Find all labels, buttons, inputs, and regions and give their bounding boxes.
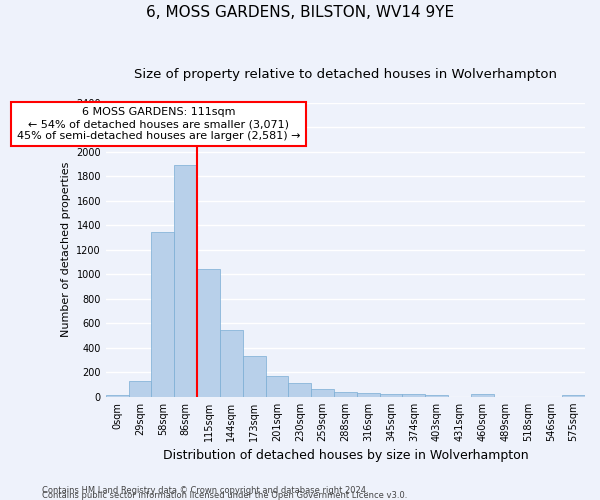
Bar bbox=[334, 392, 357, 397]
Text: 6, MOSS GARDENS, BILSTON, WV14 9YE: 6, MOSS GARDENS, BILSTON, WV14 9YE bbox=[146, 5, 454, 20]
Bar bbox=[197, 268, 220, 397]
Text: 6 MOSS GARDENS: 111sqm
← 54% of detached houses are smaller (3,071)
45% of semi-: 6 MOSS GARDENS: 111sqm ← 54% of detached… bbox=[17, 108, 300, 140]
Bar bbox=[151, 232, 174, 397]
Text: Contains HM Land Registry data © Crown copyright and database right 2024.: Contains HM Land Registry data © Crown c… bbox=[42, 486, 368, 495]
Bar bbox=[289, 384, 311, 397]
Bar bbox=[471, 394, 494, 397]
Bar bbox=[562, 395, 585, 397]
X-axis label: Distribution of detached houses by size in Wolverhampton: Distribution of detached houses by size … bbox=[163, 450, 528, 462]
Bar bbox=[128, 382, 151, 397]
Bar bbox=[220, 330, 243, 397]
Bar bbox=[380, 394, 403, 397]
Title: Size of property relative to detached houses in Wolverhampton: Size of property relative to detached ho… bbox=[134, 68, 557, 80]
Bar bbox=[243, 356, 266, 397]
Bar bbox=[425, 395, 448, 397]
Bar bbox=[357, 393, 380, 397]
Y-axis label: Number of detached properties: Number of detached properties bbox=[61, 162, 71, 338]
Bar bbox=[106, 395, 128, 397]
Bar bbox=[403, 394, 425, 397]
Bar bbox=[311, 390, 334, 397]
Bar bbox=[174, 165, 197, 397]
Bar bbox=[266, 376, 289, 397]
Text: Contains public sector information licensed under the Open Government Licence v3: Contains public sector information licen… bbox=[42, 491, 407, 500]
